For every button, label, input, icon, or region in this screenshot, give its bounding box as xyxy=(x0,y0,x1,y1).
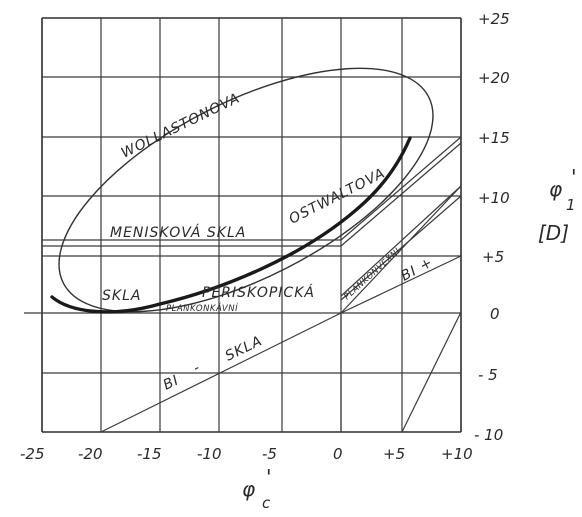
skla-label: SKLA xyxy=(102,288,141,304)
y-tick: +10 xyxy=(478,189,510,207)
plano-convex-label: PLANKONVEXNÍ xyxy=(341,244,403,302)
x-axis-label: φ ' c xyxy=(242,465,272,512)
x-axis-symbol: φ xyxy=(242,477,255,501)
meniscus-band xyxy=(42,136,462,247)
x-tick: +10 xyxy=(441,445,473,463)
y-tick: +5 xyxy=(482,248,504,266)
x-tick: 0 xyxy=(333,445,343,463)
x-tick: +5 xyxy=(383,445,405,463)
y-tick: - 10 xyxy=(474,426,503,444)
boundary-lines xyxy=(100,185,462,433)
plano-concave-label: PLANKONKÁVNÍ xyxy=(166,302,239,314)
x-tick: -15 xyxy=(137,445,162,463)
wollaston-ellipse xyxy=(58,67,434,313)
y-axis-symbol: φ xyxy=(549,177,562,201)
meniscus-label: MENISKOVÁ SKLA xyxy=(110,224,246,241)
y-tick: +25 xyxy=(478,10,510,28)
plano-convex-upper-boundary xyxy=(340,185,462,314)
biconcave-prefix-label: BI xyxy=(161,372,182,393)
y-axis-subscript: 1 xyxy=(566,196,576,214)
y-axis-unit: [D] xyxy=(538,221,569,245)
x-tick: -5 xyxy=(262,445,277,463)
y-axis-prime: ' xyxy=(571,165,577,189)
y-tick: +15 xyxy=(478,129,510,147)
biconcave-suffix-label: SKLA xyxy=(223,333,265,365)
vertical-right-boundary xyxy=(401,311,462,433)
y-tick: 0 xyxy=(490,305,500,323)
y-tick: - 5 xyxy=(478,366,498,384)
biconcave-dash-label: - xyxy=(191,360,203,377)
periscopic-upper-boundary xyxy=(340,195,462,301)
y-tick-labels: +25 +20 +15 +10 +5 0 - 5 - 10 xyxy=(474,10,510,444)
x-axis-prime: ' xyxy=(266,465,272,489)
plano-convex-lower-boundary xyxy=(340,255,462,314)
biconcave-boundary xyxy=(100,312,342,433)
x-tick: -25 xyxy=(20,445,45,463)
periscopic-inner-boundary xyxy=(340,185,462,297)
x-tick: -20 xyxy=(78,445,103,463)
y-axis-label: φ ' 1 [D] xyxy=(538,165,577,245)
ostwalt-curve xyxy=(50,136,412,314)
biconvex-label: BI + xyxy=(398,254,435,284)
wollaston-label: WOLLASTONOVA xyxy=(119,90,243,161)
x-axis-subscript: c xyxy=(262,494,271,512)
x-tick-labels: -25 -20 -15 -10 -5 0 +5 +10 xyxy=(20,445,473,463)
y-tick: +20 xyxy=(478,69,510,87)
x-tick: -10 xyxy=(197,445,222,463)
periscopic-label: PERISKOPICKÁ xyxy=(202,284,315,301)
